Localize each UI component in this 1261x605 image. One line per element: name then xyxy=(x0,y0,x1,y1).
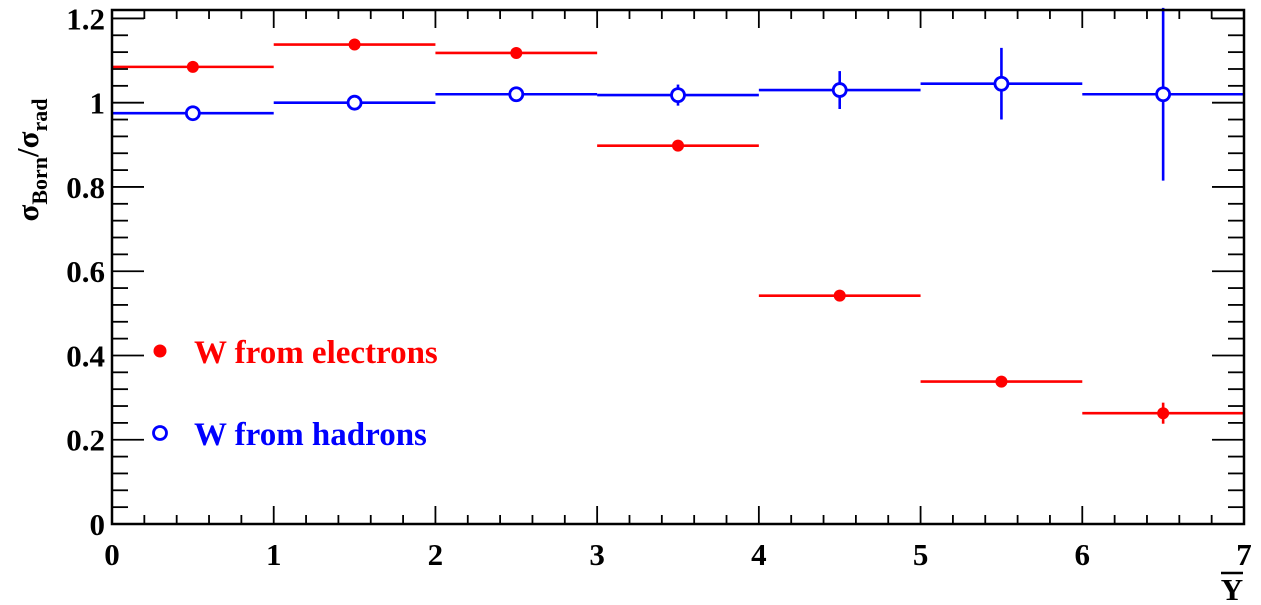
y-axis-label-sigma2: σ xyxy=(10,131,45,148)
axis-ticks xyxy=(111,10,1245,525)
legend-marker-open-circle xyxy=(152,425,168,441)
y-axis-label: σBorn/σrad xyxy=(10,98,52,221)
legend-entry-electrons: W from electrons xyxy=(153,335,438,371)
legend-marker-filled-circle xyxy=(153,344,167,358)
y-tick-label: 1 xyxy=(90,86,106,121)
x-axis-label: Y xyxy=(1221,572,1243,605)
data-point-open-circle xyxy=(993,75,1010,92)
y-tick-label: 0 xyxy=(90,507,106,542)
y-tick-label: 0.8 xyxy=(66,170,105,205)
y-tick-label: 0.4 xyxy=(66,338,105,373)
x-tick-label: 0 xyxy=(104,537,120,572)
data-series xyxy=(112,7,1244,424)
x-tick-label: 1 xyxy=(266,537,282,572)
plot-frame xyxy=(110,8,1246,526)
series-electrons xyxy=(112,38,1244,424)
series-hadrons xyxy=(112,7,1244,181)
data-point-filled-circle xyxy=(833,289,846,302)
legend-entry-hadrons: W from hadrons xyxy=(152,417,427,453)
x-tick-label: 6 xyxy=(1075,537,1091,572)
legend-label-electrons: W from electrons xyxy=(194,335,438,371)
data-point-filled-circle xyxy=(995,375,1008,388)
data-point-open-circle xyxy=(670,87,686,104)
data-point-open-circle xyxy=(1155,86,1172,103)
y-tick-label: 0.2 xyxy=(66,423,105,458)
x-tick-label: 3 xyxy=(589,537,605,572)
data-point-filled-circle xyxy=(510,46,523,59)
x-tick-label: 7 xyxy=(1236,537,1252,572)
y-axis-label-sub1: Born xyxy=(27,157,52,205)
data-point-open-circle xyxy=(508,86,525,103)
data-point-filled-circle xyxy=(186,60,199,73)
legend: W from electrons W from hadrons xyxy=(152,335,438,453)
y-axis-label-separator: / xyxy=(10,148,45,158)
x-tick-label: 4 xyxy=(751,537,767,572)
x-tick-label: 5 xyxy=(913,537,929,572)
axis-tick-labels: 0 1 2 3 4 5 6 7 0 0.2 0.4 0.6 0.8 1 1.2 xyxy=(66,1,1252,572)
y-axis-label-sub2: rad xyxy=(27,98,52,131)
x-axis-title: Y xyxy=(1221,571,1243,605)
data-point-open-circle xyxy=(184,105,201,122)
data-point-open-circle xyxy=(346,94,363,111)
data-point-filled-circle xyxy=(672,139,684,152)
legend-label-hadrons: W from hadrons xyxy=(194,417,427,453)
data-point-open-circle xyxy=(831,82,848,98)
data-point-filled-circle xyxy=(348,38,361,51)
y-axis-label-sigma1: σ xyxy=(10,205,45,222)
x-tick-label: 2 xyxy=(428,537,444,572)
y-tick-label: 1.2 xyxy=(66,1,105,36)
y-tick-label: 0.6 xyxy=(66,254,105,289)
data-point-filled-circle xyxy=(1157,407,1170,420)
